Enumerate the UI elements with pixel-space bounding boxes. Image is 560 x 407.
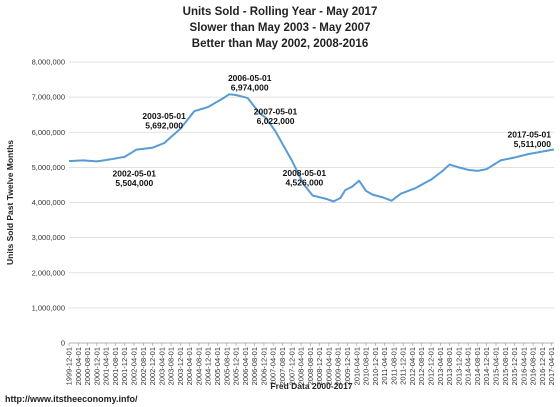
gridlines [69,61,554,344]
x-tick-label: 2017-04-01 [547,347,556,385]
x-tick-label: 2004-04-01 [185,347,194,385]
x-tick-label: 2002-12-01 [148,347,157,385]
annotation-value: 5,504,000 [115,178,153,188]
x-tick-label: 2013-04-01 [436,347,445,385]
x-tick-label: 2007-12-01 [287,347,296,385]
x-tick-label: 2009-12-01 [343,347,352,385]
x-tick-label: 2003-12-01 [176,347,185,385]
x-tick-label: 2010-12-01 [371,347,380,385]
y-axis: 0 1,000,000 2,000,000 3,000,000 4,000,000 5,0… [32,58,65,348]
annotation-value: 5,692,000 [145,121,183,131]
x-tick-label: 2006-12-01 [259,347,268,385]
x-axis-label: Fred Data 2000-2017 [270,381,352,391]
x-tick-label: 2008-08-01 [306,347,315,385]
x-tick-label: 2004-12-01 [204,347,213,385]
x-tick-label: 2005-04-01 [213,347,222,385]
x-tick-label: 2000-12-01 [92,347,101,385]
annotations: 2002-05-015,504,000 2003-05-015,692,000 20… [113,73,552,188]
x-tick-label: 2016-12-01 [538,347,547,385]
y-tick-label: 1,000,000 [32,303,65,312]
x-tick-label: 2009-04-01 [324,347,333,385]
x-tick-label: 2003-04-01 [157,347,166,385]
x-tick-label: 2013-08-01 [445,347,454,385]
chart-subtitle-1: Slower than May 2003 - May 2007 [189,22,371,34]
x-tick-label: 2012-08-01 [417,347,426,385]
x-tick-label: 2016-04-01 [519,347,528,385]
y-axis-label: Units Sold Past Twelve Months [5,140,15,265]
x-tick-label: 2000-04-01 [74,347,83,385]
annotation-value: 6,022,000 [257,116,295,126]
annotation-date: 2017-05-01 [508,129,552,139]
series-line [68,93,555,203]
x-tick-label: 2001-12-01 [120,347,129,385]
annotation-date: 2006-05-01 [228,73,272,83]
x-tick-label: 2006-08-01 [250,347,259,385]
y-tick-label: 2,000,000 [32,268,65,277]
x-tick-label: 2001-08-01 [111,347,120,385]
chart-title: Units Sold - Rolling Year - May 2017 [182,6,378,18]
series-units-sold [68,93,555,203]
annotation-value: 5,511,000 [514,139,552,149]
x-tick-label: 2011-08-01 [389,347,398,385]
x-axis: 1999-12-01 2000-04-01 2000-08-01 2000-12-01… [65,343,556,385]
x-tick-label: 2010-04-01 [352,347,361,385]
y-tick-label: 0 [61,339,65,348]
chart-title-block: Units Sold - Rolling Year - May 2017 Slo… [0,4,560,52]
x-tick-label: 2008-12-01 [315,347,324,385]
x-tick-label: 2003-08-01 [167,347,176,385]
y-tick-label: 4,000,000 [32,198,65,207]
x-tick-label: 2016-08-01 [529,347,538,385]
x-tick-label: 2007-08-01 [278,347,287,385]
x-tick-label: 2015-04-01 [491,347,500,385]
x-tick-label: 1999-12-01 [65,347,74,385]
x-tick-label: 2014-12-01 [482,347,491,385]
x-tick-label: 2007-04-01 [269,347,278,385]
x-tick-label: 2014-04-01 [464,347,473,385]
x-tick-label: 2015-08-01 [501,347,510,385]
x-tick-label: 2004-08-01 [194,347,203,385]
y-tick-label: 6,000,000 [32,128,65,137]
annotation-date: 2007-05-01 [254,106,298,116]
annotation-date: 2003-05-01 [142,111,186,121]
y-tick-label: 8,000,000 [32,58,65,67]
x-tick-label: 2001-04-01 [102,347,111,385]
annotation-value: 4,526,000 [285,178,323,188]
x-tick-label: 2005-12-01 [232,347,241,385]
x-tick-label: 2000-08-01 [83,347,92,385]
x-tick-label: 2013-12-01 [454,347,463,385]
source-footer: http://www.itstheeconomy.info/ [5,394,138,404]
x-tick-label: 2009-08-01 [334,347,343,385]
x-tick-label: 2011-12-01 [399,347,408,385]
x-tick-label: 2005-08-01 [222,347,231,385]
x-tick-label: 2008-04-01 [297,347,306,385]
annotation-date: 2008-05-01 [283,168,327,178]
x-tick-label: 2012-12-01 [427,347,436,385]
annotation-value: 6,974,000 [231,83,269,93]
x-tick-label: 2012-04-01 [408,347,417,385]
y-tick-label: 7,000,000 [32,93,65,102]
y-tick-label: 5,000,000 [32,163,65,172]
chart-subtitle-2: Better than May 2002, 2008-2016 [191,38,369,50]
x-tick-label: 2011-04-01 [380,347,389,385]
x-tick-label: 2014-08-01 [473,347,482,385]
annotation-date: 2002-05-01 [113,169,157,179]
y-tick-label: 3,000,000 [32,233,65,242]
x-tick-label: 2002-04-01 [129,347,138,385]
x-tick-label: 2002-08-01 [139,347,148,385]
x-tick-label: 2010-08-01 [362,347,371,385]
x-tick-label: 2015-12-01 [510,347,519,385]
x-tick-label: 2006-04-01 [241,347,250,385]
